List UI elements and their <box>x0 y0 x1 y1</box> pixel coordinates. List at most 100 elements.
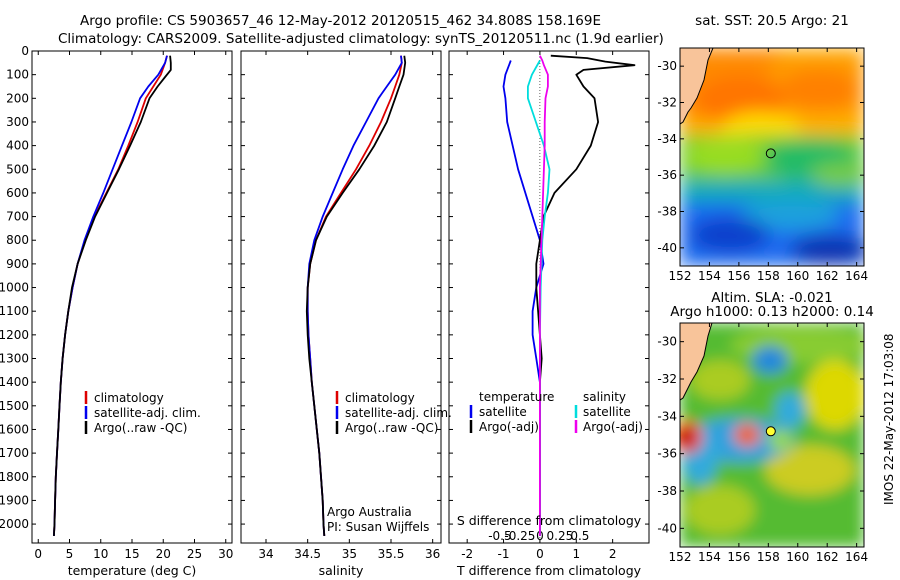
timestamp-text: IMOS 22-May-2012 17:03:08 <box>882 333 896 505</box>
legend-label-argo: Argo(..raw -QC) <box>345 421 438 435</box>
y-tick-label: 1100 <box>0 304 29 318</box>
y-tick-label: 900 <box>6 257 29 271</box>
y-tick-label: 0 <box>21 44 29 58</box>
salinity-legend: climatology satellite-adj. clim. Argo(..… <box>335 391 452 435</box>
x-tick-label: -1 <box>498 547 510 561</box>
x-tick-label: 2 <box>609 547 617 561</box>
difference-legend: temperature salinity satellite Argo(-adj… <box>469 390 643 434</box>
map-x-tick-label: 164 <box>845 269 868 283</box>
map-x-tick-label: 154 <box>698 550 721 564</box>
x-tick-label: 20 <box>156 547 171 561</box>
y-tick-label: 1900 <box>0 493 29 507</box>
sla-map-ticks: 152 154 156 158 160 162 164 -30 -32 -34 -36 -38 -40 <box>657 323 868 564</box>
s-tick-label: -0.5 <box>488 529 511 543</box>
x-tick-label: 35.5 <box>378 547 405 561</box>
map-y-tick-label: -40 <box>657 241 677 255</box>
map-x-tick-label: 152 <box>669 269 692 283</box>
x-tick-label: 0 <box>34 547 42 561</box>
map-y-tick-label: -30 <box>657 335 677 349</box>
x-tick-label: 10 <box>93 547 108 561</box>
map-y-tick-label: -38 <box>657 205 677 219</box>
x-tick-label: 5 <box>66 547 74 561</box>
map-x-tick-label: 156 <box>727 550 750 564</box>
sst-map-title: sat. SST: 20.5 Argo: 21 <box>695 13 849 29</box>
axis-ticks: 0100200300400500600700800900100011001200… <box>0 44 649 561</box>
sst-map-ticks: 152 154 156 158 160 162 164 -30 -32 -34 -36 -38 -40 <box>657 48 868 283</box>
map-x-tick-label: 154 <box>698 269 721 283</box>
y-tick-label: 300 <box>6 115 29 129</box>
sst-argo-location-marker <box>765 148 776 159</box>
s-tick-label: -0.25 <box>504 529 535 543</box>
map-y-tick-label: -34 <box>657 132 677 146</box>
map-x-tick-label: 162 <box>816 550 839 564</box>
y-tick-label: 400 <box>6 139 29 153</box>
legend-label-argo: Argo(..raw -QC) <box>94 421 187 435</box>
legend-title-temperature: temperature <box>479 390 554 404</box>
map-x-tick-label: 164 <box>845 550 868 564</box>
y-tick-label: 1400 <box>0 375 29 389</box>
legend-label-s-satellite: satellite <box>583 405 631 419</box>
x-tick-label: 30 <box>218 547 233 561</box>
y-tick-label: 700 <box>6 210 29 224</box>
map-y-tick-label: -32 <box>657 372 677 386</box>
y-tick-label: 1300 <box>0 352 29 366</box>
series-temperature-argo-raw-qc- <box>53 55 172 536</box>
s-tick-label: 0.25 <box>547 529 574 543</box>
map-y-tick-label: -36 <box>657 447 677 461</box>
x-tick-label: 0 <box>536 547 544 561</box>
sla-map-title: Altim. SLA: -0.021 <box>711 290 833 306</box>
map-x-tick-label: 152 <box>669 550 692 564</box>
y-tick-label: 800 <box>6 233 29 247</box>
y-tick-label: 100 <box>6 68 29 82</box>
y-tick-label: 2000 <box>0 517 29 531</box>
map-x-tick-label: 156 <box>727 269 750 283</box>
y-tick-label: 1000 <box>0 281 29 295</box>
sla-map-frame <box>679 322 865 548</box>
map-y-tick-label: -40 <box>657 521 677 535</box>
series-difference-t-argo-adj- <box>535 54 636 536</box>
temperature-xlabel: temperature (deg C) <box>68 563 197 578</box>
x-tick-label: 1 <box>572 547 580 561</box>
sst-map-frame <box>679 47 865 267</box>
header-line2: Climatology: CARS2009. Satellite-adjuste… <box>58 31 664 47</box>
s-tick-label: 0 <box>536 529 544 543</box>
coastline-land <box>680 323 713 401</box>
x-tick-label: 35 <box>342 547 357 561</box>
series-difference-s-satellite <box>527 60 551 536</box>
temperature-panel-frame <box>31 50 233 544</box>
annotation-argo-australia: Argo Australia <box>327 505 412 519</box>
y-tick-label: 1200 <box>0 328 29 342</box>
x-tick-label: 34.5 <box>294 547 321 561</box>
map-y-tick-label: -32 <box>657 96 677 110</box>
series-lines <box>53 54 636 536</box>
x-tick-label: 36 <box>425 547 440 561</box>
series-salinity-satellite-adj-clim- <box>306 55 403 536</box>
difference-xlabel-t: T difference from climatology <box>456 563 642 578</box>
legend-label-climatology: climatology <box>345 391 415 405</box>
difference-panel-frame <box>448 50 650 544</box>
sla-argo-location-marker <box>765 426 776 437</box>
x-tick-label: 34 <box>258 547 273 561</box>
series-difference-s-argo-adj- <box>539 55 549 536</box>
map-y-tick-label: -34 <box>657 409 677 423</box>
annotation-pi: PI: Susan Wijffels <box>327 520 429 534</box>
temperature-legend: climatology satellite-adj. clim. Argo(..… <box>84 391 201 435</box>
map-x-tick-label: 162 <box>816 269 839 283</box>
y-tick-label: 500 <box>6 162 29 176</box>
legend-label-t-argo: Argo(-adj) <box>479 420 539 434</box>
coastline-land <box>680 48 714 125</box>
legend-label-t-satellite: satellite <box>479 405 527 419</box>
legend-label-satellite: satellite-adj. clim. <box>345 406 452 420</box>
sst-map <box>680 48 864 266</box>
map-y-tick-label: -36 <box>657 168 677 182</box>
y-tick-label: 1700 <box>0 446 29 460</box>
sla-map-subtitle: Argo h1000: 0.13 h2000: 0.14 <box>670 304 874 320</box>
y-tick-label: 600 <box>6 186 29 200</box>
map-x-tick-label: 160 <box>786 550 809 564</box>
series-salinity-climatology <box>306 55 403 536</box>
x-tick-label: 25 <box>187 547 202 561</box>
header-line1: Argo profile: CS 5903657_46 12-May-2012 … <box>80 13 601 29</box>
y-tick-label: 1800 <box>0 470 29 484</box>
legend-label-satellite: satellite-adj. clim. <box>94 406 201 420</box>
